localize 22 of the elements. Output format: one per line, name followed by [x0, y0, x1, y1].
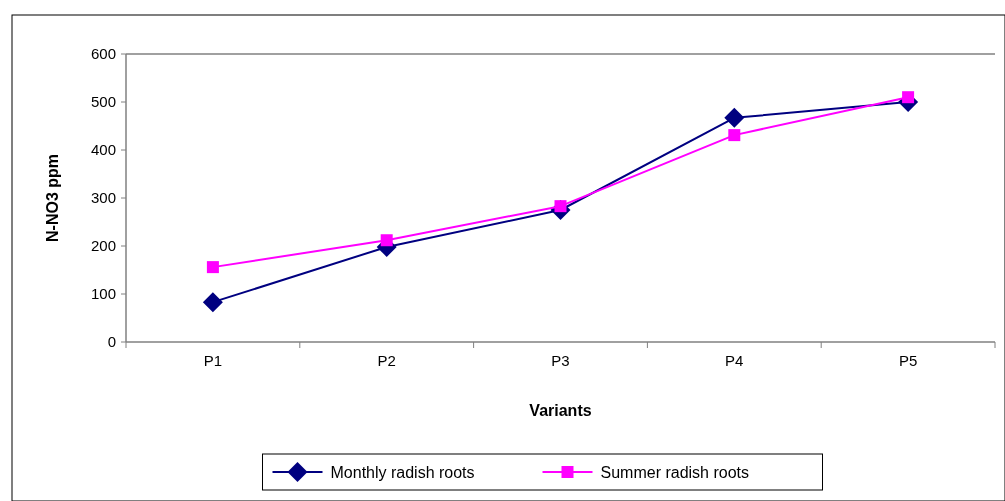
point — [728, 129, 741, 142]
y-tick-label: 500 — [90, 93, 116, 111]
x-tick-label: P3 — [551, 352, 570, 369]
point — [202, 292, 223, 313]
legend-label: Summer radish roots — [600, 463, 749, 481]
y-tick-label: 0 — [107, 333, 116, 351]
x-tick-label: P4 — [725, 352, 744, 369]
x-tick-label: P1 — [203, 352, 223, 369]
y-tick-label: 200 — [90, 237, 116, 255]
x-tick-label: P2 — [377, 352, 396, 369]
y-tick-label: 300 — [90, 189, 116, 207]
y-tick-label: 400 — [90, 141, 116, 159]
point — [902, 91, 915, 104]
point — [724, 107, 745, 128]
y-tick-label: 600 — [90, 45, 116, 63]
point — [206, 261, 219, 274]
x-tick-label: P5 — [898, 352, 918, 369]
x-axis-title: Variants — [529, 402, 592, 419]
y-tick-label: 100 — [90, 285, 116, 303]
y-axis-title: N-NO3 ppm — [44, 154, 61, 242]
legend-label: Monthly radish roots — [330, 463, 475, 481]
point — [380, 234, 393, 247]
